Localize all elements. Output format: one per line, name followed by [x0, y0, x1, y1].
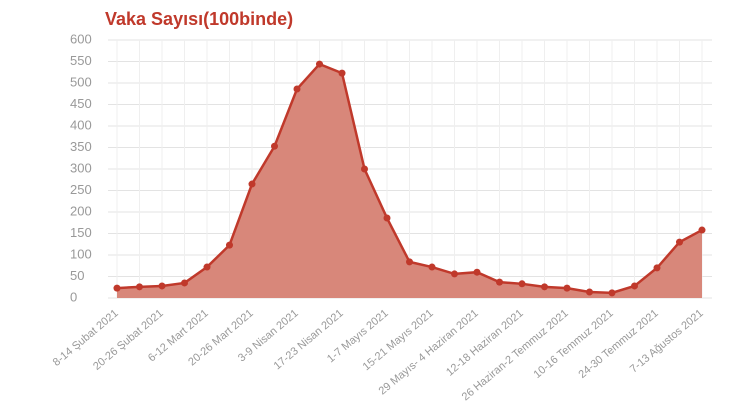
y-tick-label: 100 [70, 246, 92, 261]
y-tick-label: 450 [70, 96, 92, 111]
y-tick-label: 600 [70, 31, 92, 46]
x-tick-label: 24-30 Temmuz 2021 [576, 307, 660, 381]
point [113, 284, 121, 292]
point [676, 238, 683, 246]
y-tick-label: 0 [70, 289, 77, 304]
point [203, 263, 211, 271]
point [608, 289, 616, 297]
point [361, 165, 368, 173]
point [293, 85, 301, 93]
x-tick-label: 10-16 Temmuz 2021 [531, 307, 615, 381]
point [271, 142, 278, 150]
point [158, 282, 166, 290]
point [226, 241, 233, 249]
point [428, 263, 436, 271]
y-tick-label: 500 [70, 74, 92, 89]
y-tick-label: 550 [70, 53, 92, 68]
chart-title: Vaka Sayısı(100binde) [105, 9, 293, 29]
y-tick-label: 250 [70, 182, 92, 197]
point [248, 180, 256, 188]
point [541, 283, 548, 291]
y-tick-label: 50 [70, 268, 84, 283]
point [563, 284, 571, 292]
y-tick-label: 400 [70, 117, 92, 132]
point [698, 226, 706, 234]
area [117, 64, 702, 298]
point [473, 268, 481, 276]
point [496, 278, 503, 286]
y-tick-label: 350 [70, 139, 92, 154]
x-tick-label: 12-18 Haziran 2021 [444, 307, 526, 378]
point [316, 60, 323, 68]
point [631, 282, 638, 290]
point [136, 283, 143, 291]
point [406, 258, 413, 266]
point [451, 270, 458, 278]
y-tick-label: 150 [70, 225, 92, 240]
point [181, 279, 188, 287]
y-tick-label: 300 [70, 160, 92, 175]
point [653, 264, 661, 272]
point [518, 280, 526, 288]
y-tick-label: 200 [70, 203, 92, 218]
point [586, 288, 593, 296]
point [383, 214, 391, 222]
point [338, 69, 346, 77]
